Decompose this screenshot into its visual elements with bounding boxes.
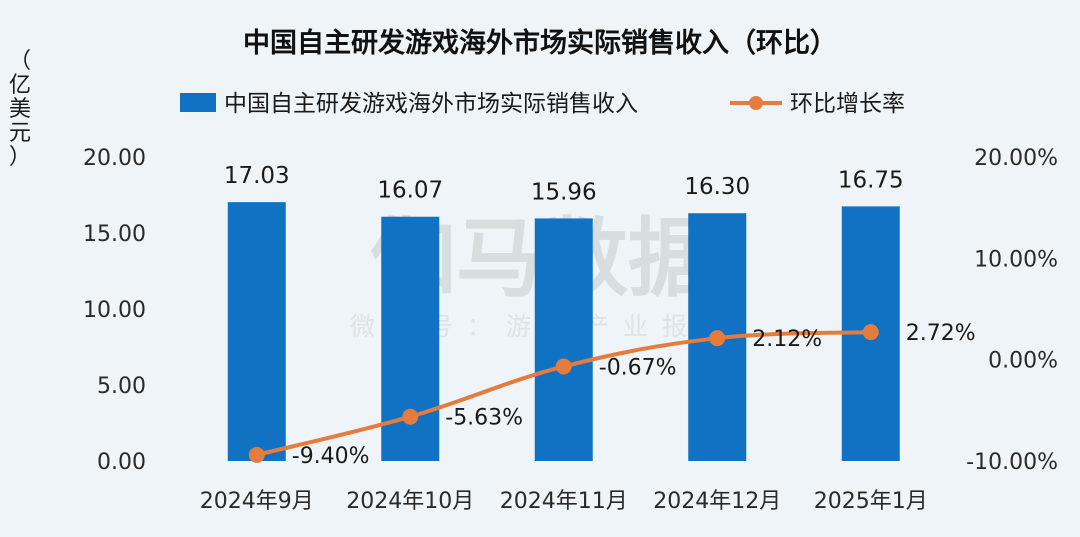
x-tick-label: 2025年1月: [814, 489, 928, 514]
x-tick-label: 2024年11月: [500, 489, 628, 514]
y-right-tick: 10.00%: [974, 247, 1058, 272]
legend-bar-swatch: [180, 93, 216, 112]
y-axis-unit-label: （亿美元）: [9, 49, 31, 170]
y-axis-left: 0.00 5.00 10.00 15.00 20.00: [83, 146, 146, 475]
line-value-label: -0.67%: [599, 355, 677, 380]
y-left-tick: 5.00: [97, 374, 146, 399]
bar-value-labels: 17.03 16.07 15.96 16.30 16.75: [224, 163, 904, 205]
bar-value-label: 15.96: [531, 179, 597, 205]
legend-line-label: 环比增长率: [790, 91, 905, 117]
y-right-tick: -10.00%: [966, 450, 1058, 475]
chart-title: 中国自主研发游戏海外市场实际销售收入（环比）: [243, 27, 837, 59]
bar-value-label: 17.03: [224, 163, 290, 189]
bar-value-label: 16.30: [684, 174, 750, 200]
bar: [227, 202, 286, 462]
line-point: [555, 358, 572, 375]
bar-value-label: 16.07: [377, 178, 443, 204]
bar: [534, 218, 593, 461]
line-value-label: 2.12%: [752, 327, 822, 352]
line-value-label: -5.63%: [445, 406, 523, 431]
legend: 中国自主研发游戏海外市场实际销售收入 环比增长率: [180, 91, 905, 117]
y-left-tick: 15.00: [83, 222, 146, 247]
x-axis: 2024年9月 2024年10月 2024年11月 2024年12月 2025年1月: [200, 489, 928, 514]
y-left-tick: 10.00: [83, 298, 146, 323]
y-left-tick: 0.00: [97, 450, 146, 475]
legend-line-marker: [749, 96, 763, 110]
x-tick-label: 2024年12月: [653, 489, 781, 514]
line-value-label: 2.72%: [906, 321, 976, 346]
x-tick-label: 2024年9月: [200, 489, 314, 514]
y-right-tick: 0.00%: [988, 349, 1058, 374]
y-axis-right: -10.00% 0.00% 10.00% 20.00%: [966, 146, 1058, 475]
bar-value-label: 16.75: [838, 167, 904, 193]
line-point: [709, 330, 726, 347]
x-tick-label: 2024年10月: [346, 489, 474, 514]
line-point: [862, 324, 879, 341]
y-right-tick: 20.00%: [974, 146, 1058, 171]
line-point: [402, 408, 419, 425]
line-value-labels: -9.40% -5.63% -0.67% 2.12% 2.72%: [292, 321, 976, 469]
y-axis-unit: （亿美元）: [9, 49, 31, 170]
line-series: [248, 324, 879, 463]
line-value-label: -9.40%: [292, 444, 370, 469]
line-point: [248, 446, 265, 463]
legend-bar-label: 中国自主研发游戏海外市场实际销售收入: [224, 91, 638, 117]
y-left-tick: 20.00: [83, 146, 146, 171]
